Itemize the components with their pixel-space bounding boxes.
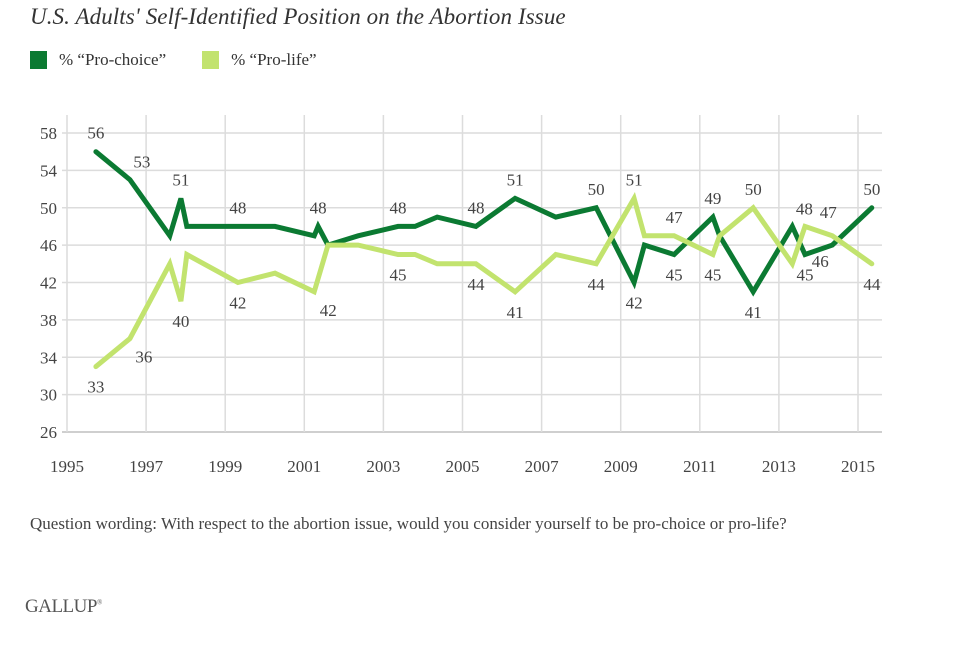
data-label: 45	[704, 265, 721, 284]
registered-mark: ®	[96, 598, 102, 607]
series-lines	[93, 149, 875, 370]
gallup-logo: GALLUP®	[25, 596, 102, 618]
data-label: 50	[863, 180, 880, 199]
data-label: 48	[467, 198, 484, 217]
data-label: 51	[172, 170, 189, 189]
legend-item-pro-choice: % “Pro-choice”	[30, 50, 166, 70]
data-label: 47	[666, 208, 684, 227]
legend-label-pro-life: % “Pro-life”	[231, 50, 317, 69]
series-line-pro-life	[93, 191, 875, 370]
legend-swatch-pro-life	[202, 51, 220, 69]
x-tick-label: 2005	[446, 457, 480, 476]
x-tick-label: 1997	[129, 457, 164, 476]
legend-item-pro-life: % “Pro-life”	[202, 50, 317, 70]
x-tick-label: 1995	[50, 457, 84, 476]
y-tick-label: 38	[40, 311, 57, 330]
question-wording-note: Question wording: With respect to the ab…	[30, 514, 787, 533]
data-label: 49	[704, 189, 721, 208]
x-tick-label: 2003	[366, 457, 400, 476]
x-tick-label: 1999	[208, 457, 242, 476]
y-axis: 26 30 34 38 42 46 50 54 58	[40, 124, 58, 442]
data-label: 40	[172, 312, 189, 331]
data-label: 45	[797, 265, 814, 284]
legend: % “Pro-choice” % “Pro-life”	[30, 50, 353, 70]
y-tick-label: 50	[40, 199, 57, 218]
x-axis: 1995 1997 1999 2001 2003 2005 2007 2009 2011 2013…	[50, 457, 875, 476]
data-label: 50	[745, 180, 762, 199]
x-tick-label: 2013	[762, 457, 796, 476]
data-label: 51	[507, 170, 524, 189]
y-tick-label: 42	[40, 274, 57, 293]
data-label: 48	[229, 198, 246, 217]
series-line-pro-choice	[93, 149, 875, 297]
data-label: 44	[467, 275, 485, 294]
y-tick-label: 26	[40, 423, 57, 442]
data-label: 51	[626, 170, 643, 189]
data-label: 56	[87, 124, 104, 143]
data-label: 53	[133, 153, 150, 172]
data-label: 48	[796, 199, 813, 218]
x-tick-label: 2001	[287, 457, 321, 476]
data-label: 42	[320, 301, 337, 320]
legend-swatch-pro-choice	[30, 51, 47, 69]
data-label: 47	[820, 203, 838, 222]
y-tick-label: 30	[40, 386, 57, 405]
x-tick-label: 2007	[525, 457, 560, 476]
data-label: 44	[863, 275, 881, 294]
data-label: 42	[626, 294, 643, 313]
x-tick-label: 2011	[683, 457, 716, 476]
data-label: 48	[390, 198, 407, 217]
data-label: 33	[87, 378, 104, 397]
y-tick-label: 34	[40, 348, 58, 367]
data-label: 41	[507, 303, 524, 322]
data-label: 50	[588, 180, 605, 199]
line-chart: 26 30 34 38 42 46 50 54 58 1995 1997 1999 2001 2003 2…	[40, 115, 882, 476]
gallup-logo-text: GALLUP	[25, 596, 97, 617]
data-label: 44	[588, 275, 606, 294]
legend-label-pro-choice: % “Pro-choice”	[59, 50, 167, 69]
data-label: 42	[229, 294, 246, 313]
grid	[62, 115, 882, 433]
data-label: 46	[812, 252, 829, 271]
data-label: 45	[666, 265, 683, 284]
data-label: 45	[390, 265, 407, 284]
data-label: 48	[310, 198, 327, 217]
data-label: 41	[745, 303, 762, 322]
data-label: 36	[135, 348, 152, 367]
x-tick-label: 2015	[841, 457, 875, 476]
y-tick-label: 54	[40, 161, 58, 180]
x-tick-label: 2009	[604, 457, 638, 476]
chart-title: U.S. Adults' Self-Identified Position on…	[30, 4, 566, 29]
y-tick-label: 58	[40, 124, 57, 143]
y-tick-label: 46	[40, 236, 57, 255]
